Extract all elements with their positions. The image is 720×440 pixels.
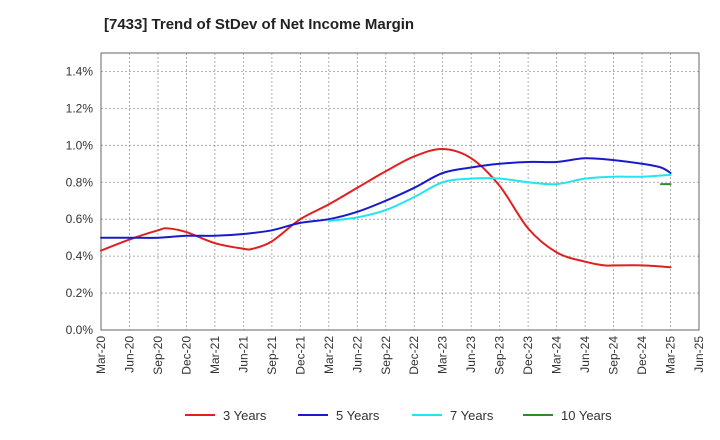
x-tick-label: Dec-22 bbox=[407, 336, 421, 375]
legend-label: 5 Years bbox=[336, 408, 380, 423]
y-tick-label: 1.4% bbox=[66, 64, 94, 78]
x-tick-label: Mar-20 bbox=[94, 336, 108, 374]
x-tick-label: Sep-20 bbox=[151, 336, 165, 375]
x-tick-label: Jun-20 bbox=[122, 336, 136, 373]
legend-label: 10 Years bbox=[561, 408, 612, 423]
y-tick-label: 1.2% bbox=[66, 101, 94, 115]
y-tick-label: 0.4% bbox=[66, 249, 94, 263]
x-tick-label: Mar-23 bbox=[436, 336, 450, 374]
chart-title: [7433] Trend of StDev of Net Income Marg… bbox=[104, 16, 415, 33]
x-tick-label: Sep-21 bbox=[265, 336, 279, 375]
legend-label: 7 Years bbox=[450, 408, 494, 423]
x-tick-label: Jun-22 bbox=[350, 336, 364, 373]
x-tick-label: Mar-25 bbox=[664, 336, 678, 374]
x-tick-label: Jun-25 bbox=[692, 336, 706, 373]
x-tick-label: Mar-21 bbox=[208, 336, 222, 374]
x-tick-label: Dec-21 bbox=[293, 336, 307, 375]
x-tick-label: Mar-22 bbox=[322, 336, 336, 374]
series-line-7-years bbox=[327, 173, 672, 222]
y-tick-label: 0.8% bbox=[66, 175, 94, 189]
x-tick-label: Jun-24 bbox=[578, 336, 592, 373]
x-tick-label: Sep-22 bbox=[379, 336, 393, 375]
x-tick-label: Dec-23 bbox=[521, 336, 535, 375]
x-tick-label: Sep-24 bbox=[607, 336, 621, 375]
x-tick-label: Dec-20 bbox=[179, 336, 193, 375]
series-line-3-years bbox=[100, 147, 672, 269]
x-tick-label: Sep-23 bbox=[493, 336, 507, 375]
y-tick-label: 0.2% bbox=[66, 286, 94, 300]
legend-label: 3 Years bbox=[223, 408, 267, 423]
x-tick-label: Jun-23 bbox=[464, 336, 478, 373]
y-tick-label: 1.0% bbox=[66, 138, 94, 152]
x-tick-label: Jun-21 bbox=[236, 336, 250, 373]
x-tick-label: Dec-24 bbox=[635, 336, 649, 375]
x-tick-label: Mar-24 bbox=[550, 336, 564, 374]
series-line-5-years bbox=[100, 157, 672, 239]
plot-frame bbox=[100, 52, 700, 331]
y-tick-label: 0.0% bbox=[66, 323, 94, 337]
y-tick-label: 0.6% bbox=[66, 212, 94, 226]
